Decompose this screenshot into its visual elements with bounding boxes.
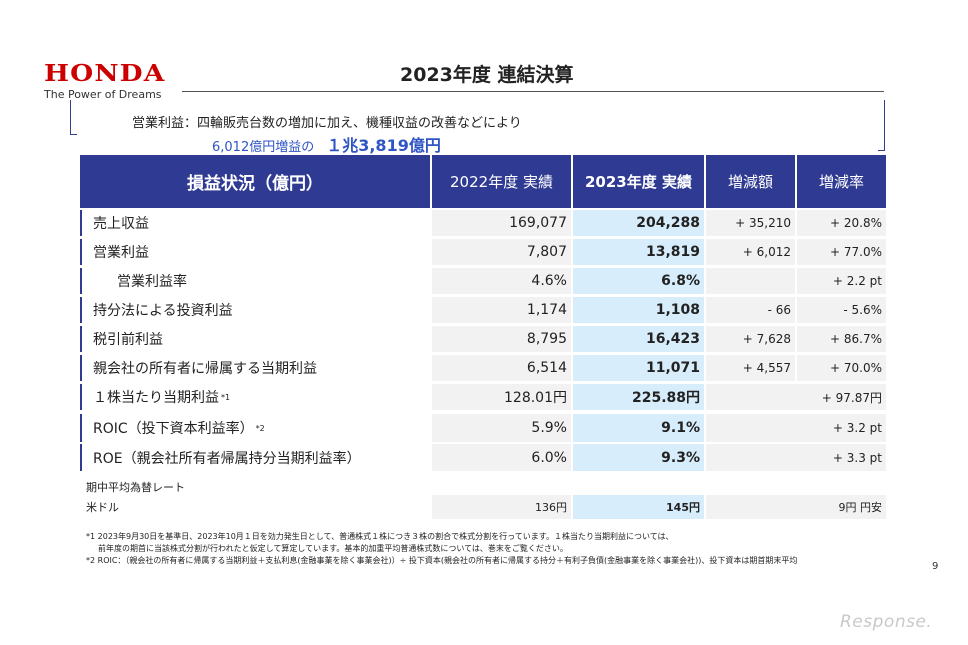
row-label: 売上収益 xyxy=(80,210,430,236)
cell-fy2022: 6,514 xyxy=(432,355,571,381)
table-row: 売上収益 169,077 204,288 + 35,210 + 20.8% xyxy=(80,210,886,236)
cell-fy2023: 13,819 xyxy=(573,239,704,265)
roic-label: ROIC（投下資本利益率） *2 xyxy=(80,414,430,442)
eps-fy2022: 128.01円 xyxy=(432,384,571,410)
table-row: 営業利益率 4.6% 6.8% + 2.2 pt xyxy=(80,268,886,294)
row-label: 親会社の所有者に帰属する当期利益 xyxy=(80,355,430,381)
cell-fy2022: 4.6% xyxy=(432,268,571,294)
roe-change: + 3.3 pt xyxy=(706,444,886,471)
footnote-1a: *1 2023年9月30日を基準日、2023年10月１日を効力発生日として、普通… xyxy=(86,532,674,541)
footnote-1b: 前年度の期首に当該株式分割が行われたと仮定して算定しています。基本的加重平均普通… xyxy=(98,544,568,553)
summary-line-1: 営業利益：四輪販売台数の増加に加え、機種収益の改善などにより xyxy=(132,116,522,131)
cell-fy2023: 204,288 xyxy=(573,210,704,236)
cell-rate: - 5.6% xyxy=(797,297,886,323)
table-row: 税引前利益 8,795 16,423 + 7,628 + 86.7% xyxy=(80,326,886,352)
cell-fy2022: 8,795 xyxy=(432,326,571,352)
summary-operating-profit: １兆3,819億円 xyxy=(326,136,441,155)
roic-row: ROIC（投下資本利益率） *2 5.9% 9.1% + 3.2 pt xyxy=(80,414,886,442)
roic-fy2023: 9.1% xyxy=(573,414,704,442)
cell-rate: + 86.7% xyxy=(797,326,886,352)
roe-fy2022: 6.0% xyxy=(432,444,571,471)
eps-row: １株当たり当期利益 *1 128.01円 225.88円 + 97.87円 xyxy=(80,384,886,410)
cell-fy2023: 1,108 xyxy=(573,297,704,323)
cell-fy2023: 11,071 xyxy=(573,355,704,381)
eps-footnote-mark: *1 xyxy=(221,392,231,402)
table-row: 持分法による投資利益 1,174 1,108 - 66 - 5.6% xyxy=(80,297,886,323)
fx-label: 米ドル xyxy=(86,501,119,514)
roic-footnote-mark: *2 xyxy=(255,423,265,433)
row-label: 税引前利益 xyxy=(80,326,430,352)
cell-fy2023: 16,423 xyxy=(573,326,704,352)
row-label: 営業利益 xyxy=(80,239,430,265)
cell-rate: + 2.2 pt xyxy=(797,268,886,294)
header-diff: 増減額 xyxy=(706,155,795,208)
cell-fy2022: 7,807 xyxy=(432,239,571,265)
header-fy2022: 2022年度 実績 xyxy=(432,155,571,208)
roe-label: ROE（親会社所有者帰属持分当期利益率） xyxy=(80,444,430,471)
roic-change: + 3.2 pt xyxy=(706,414,886,442)
summary-increase-text: 6,012億円増益の xyxy=(212,140,315,155)
fx-change: 9円 円安 xyxy=(706,495,886,519)
fx-fy2023: 145円 xyxy=(573,495,704,519)
cell-diff: + 35,210 xyxy=(706,210,795,236)
title-divider xyxy=(182,91,884,92)
summary-bracket-left xyxy=(70,100,77,135)
roe-row: ROE（親会社所有者帰属持分当期利益率） 6.0% 9.3% + 3.3 pt xyxy=(80,444,886,471)
cell-fy2022: 1,174 xyxy=(432,297,571,323)
roe-fy2023: 9.3% xyxy=(573,444,704,471)
table-row: 営業利益 7,807 13,819 + 6,012 + 77.0% xyxy=(80,239,886,265)
cell-rate: + 70.0% xyxy=(797,355,886,381)
honda-logo: HONDA The Power of Dreams xyxy=(44,62,164,102)
cell-diff: + 4,557 xyxy=(706,355,795,381)
header-rate: 増減率 xyxy=(797,155,886,208)
response-watermark: Response. xyxy=(840,612,933,632)
cell-diff xyxy=(706,268,795,294)
page-number: 9 xyxy=(932,561,939,572)
eps-label: １株当たり当期利益 *1 xyxy=(80,384,430,410)
row-label: 営業利益率 xyxy=(80,268,430,294)
header-label: 損益状況（億円） xyxy=(80,155,430,208)
row-label: 持分法による投資利益 xyxy=(80,297,430,323)
cell-diff: - 66 xyxy=(706,297,795,323)
page-title: 2023年度 連結決算 xyxy=(400,64,574,86)
roic-fy2022: 5.9% xyxy=(432,414,571,442)
summary-line-2: 6,012億円増益の １兆3,819億円 xyxy=(212,132,441,156)
cell-fy2022: 169,077 xyxy=(432,210,571,236)
cell-fy2023: 6.8% xyxy=(573,268,704,294)
cell-diff: + 6,012 xyxy=(706,239,795,265)
fx-fy2022: 136円 xyxy=(432,495,571,519)
eps-change: + 97.87円 xyxy=(706,384,886,410)
cell-diff: + 7,628 xyxy=(706,326,795,352)
table-row: 親会社の所有者に帰属する当期利益 6,514 11,071 + 4,557 + … xyxy=(80,355,886,381)
summary-box: 営業利益：四輪販売台数の増加に加え、機種収益の改善などにより 6,012億円増益… xyxy=(70,100,885,155)
eps-fy2023: 225.88円 xyxy=(573,384,704,410)
cell-rate: + 77.0% xyxy=(797,239,886,265)
fx-heading: 期中平均為替レート xyxy=(86,481,185,494)
summary-bracket-right xyxy=(878,100,885,151)
header-fy2023: 2023年度 実績 xyxy=(573,155,704,208)
fx-row: 米ドル 136円 145円 9円 円安 xyxy=(80,495,886,519)
eps-label-text: １株当たり当期利益 xyxy=(93,390,219,406)
logo-tagline: The Power of Dreams xyxy=(44,88,162,101)
logo-brand: HONDA xyxy=(44,60,166,87)
footnotes: *1 2023年9月30日を基準日、2023年10月１日を効力発生日として、普通… xyxy=(86,531,797,567)
cell-rate: + 20.8% xyxy=(797,210,886,236)
footnote-2: *2 ROIC：（親会社の所有者に帰属する当期利益＋支払利息(金融事業を除く事業… xyxy=(86,556,798,565)
roic-label-text: ROIC（投下資本利益率） xyxy=(93,421,254,437)
